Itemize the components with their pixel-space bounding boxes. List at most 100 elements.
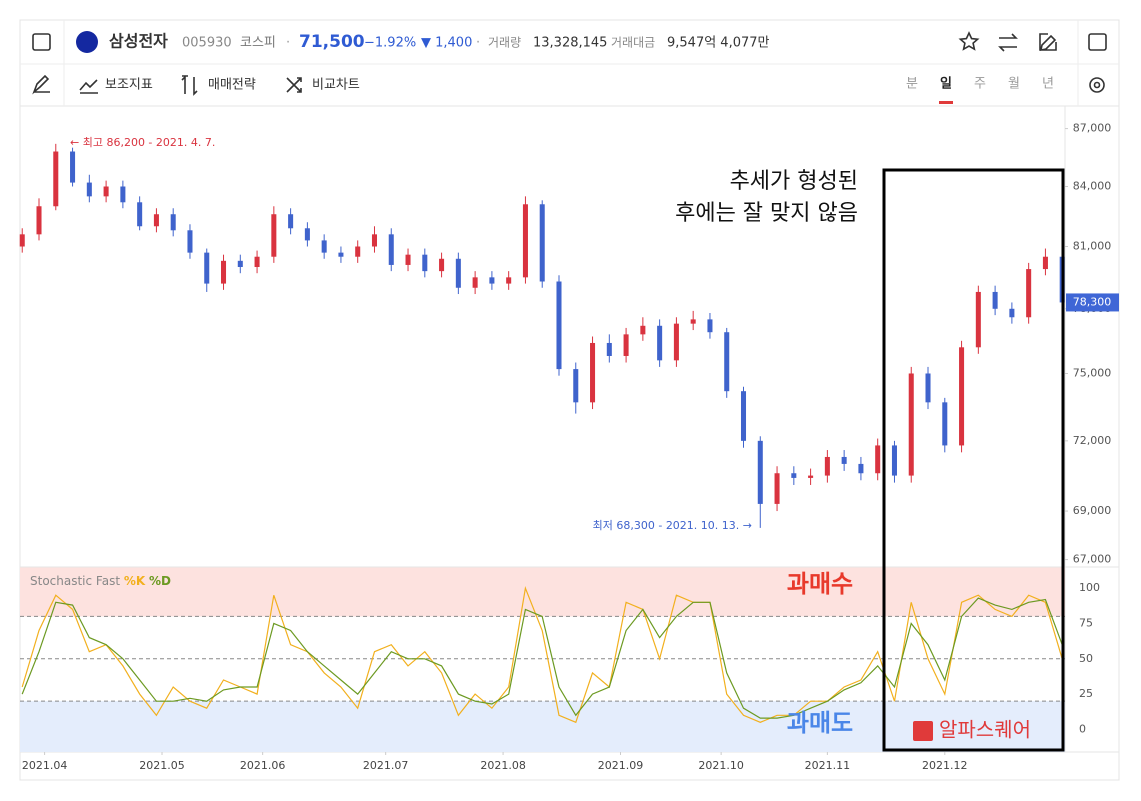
y-tick-label: 75,000 [1073, 366, 1112, 379]
candle-body [36, 206, 42, 235]
candle-body [573, 369, 579, 403]
candle-body [53, 151, 59, 207]
candle-body [355, 246, 361, 257]
candle-body [740, 391, 747, 441]
strategy-icon[interactable] [181, 75, 198, 96]
candle-body [992, 291, 998, 309]
period-tab[interactable]: 주 [974, 77, 986, 92]
x-tick-label: 2021.09 [598, 759, 644, 772]
dot: · [476, 36, 480, 51]
candle-body [103, 186, 109, 197]
candle-body [70, 151, 76, 183]
x-tick-label: 2021.11 [805, 759, 851, 772]
candle-body [858, 463, 864, 474]
candle-body [690, 319, 696, 324]
volume: 13,328,145 [533, 36, 607, 51]
candle-body [774, 473, 780, 504]
toolbar-button[interactable]: 매매전략 [208, 78, 256, 93]
candle-body [606, 342, 612, 356]
stoch-legend: Stochastic Fast %K %D [30, 574, 171, 588]
candle-body [959, 347, 965, 446]
candle-body [254, 256, 260, 268]
x-tick-label: 2021.05 [139, 759, 185, 772]
price: 71,500 [299, 32, 365, 52]
last-price-label: 78,300 [1073, 295, 1112, 308]
card [19, 19, 1120, 781]
legend-entry: Stochastic Fast [30, 574, 120, 588]
x-tick-label: 2021.10 [698, 759, 744, 772]
candle-body [942, 402, 948, 446]
y-tick-label: 81,000 [1073, 240, 1112, 253]
oversold-zone [20, 701, 1065, 752]
settings-button[interactable] [1089, 77, 1105, 93]
candle-body [673, 323, 679, 361]
candle-body [422, 254, 428, 272]
swap-button[interactable] [998, 33, 1018, 52]
stoch-tick-label: 0 [1079, 722, 1086, 735]
candle-body [489, 277, 495, 284]
settings-button[interactable] [1093, 81, 1101, 89]
candle-body [875, 445, 881, 474]
period-tab[interactable]: 월 [1008, 77, 1020, 92]
low-note: 최저 68,300 - 2021. 10. 13. → [593, 519, 752, 532]
y-tick-label: 84,000 [1073, 180, 1112, 193]
y-tick-label: 87,000 [1073, 122, 1112, 135]
candle-body [170, 214, 176, 231]
period-tab[interactable]: 분 [906, 77, 918, 92]
period-tab[interactable]: 일 [940, 77, 952, 92]
legend-entry: %D [149, 574, 171, 588]
toolbar-button[interactable]: 보조지표 [105, 78, 153, 93]
candle-body [841, 456, 847, 464]
y-tick-label: 69,000 [1073, 504, 1112, 517]
candle-body [304, 228, 310, 241]
x-tick-label: 2021.07 [363, 759, 409, 772]
candle-body [707, 319, 713, 333]
x-tick-label: 2021.12 [922, 759, 968, 772]
stoch-tick-label: 75 [1079, 616, 1093, 629]
overbought-label: 과매수 [787, 570, 853, 598]
overbought-zone [20, 567, 1065, 617]
candle-body [137, 202, 143, 227]
candle-body [724, 332, 730, 392]
candle-body [153, 214, 159, 227]
highlight-box [882, 168, 1065, 752]
y-tick-label: 72,000 [1073, 434, 1112, 447]
draw-tool[interactable] [32, 74, 50, 95]
dot: · [286, 36, 290, 51]
favorite-button[interactable] [958, 31, 980, 51]
period-tab[interactable]: 년 [1042, 77, 1054, 92]
candle-body [590, 342, 596, 403]
candle-body [623, 334, 629, 356]
indicator-icon[interactable] [79, 79, 98, 94]
legend-entry: %K [124, 574, 146, 588]
panel-toggle[interactable] [1088, 33, 1107, 51]
y-tick-label: 67,000 [1073, 553, 1112, 566]
brand-logo [913, 721, 933, 741]
candle-body [237, 260, 243, 268]
edit-button[interactable] [1039, 33, 1057, 52]
candle-body [539, 204, 545, 282]
stoch-line [21, 585, 1063, 724]
candle-body [1042, 256, 1048, 270]
candle-body [506, 277, 512, 284]
candle-body [271, 214, 277, 257]
candle-body [824, 456, 830, 476]
last-price-tag [1066, 293, 1119, 312]
comment: 추세가 형성된 [730, 169, 858, 194]
candle-body [908, 373, 914, 476]
toolbar-button[interactable]: 비교차트 [312, 78, 360, 93]
candle-body [405, 254, 411, 265]
stoch-tick-label: 25 [1079, 687, 1093, 700]
compare-icon[interactable] [286, 77, 302, 93]
high-note: ← 최고 86,200 - 2021. 4. 7. [70, 136, 215, 149]
x-tick-label: 2021.04 [22, 759, 68, 772]
change: ▼ 1,400 [421, 36, 472, 51]
candle-body [975, 291, 981, 348]
candle-body [439, 258, 445, 272]
candle-body [891, 445, 897, 476]
x-tick-label: 2021.06 [240, 759, 286, 772]
sidebar-toggle[interactable] [32, 33, 51, 51]
comment: 후에는 잘 맞지 않음 [675, 201, 858, 226]
brand: 알파스퀘어 [939, 718, 1031, 742]
oversold-label: 과매도 [787, 709, 853, 737]
